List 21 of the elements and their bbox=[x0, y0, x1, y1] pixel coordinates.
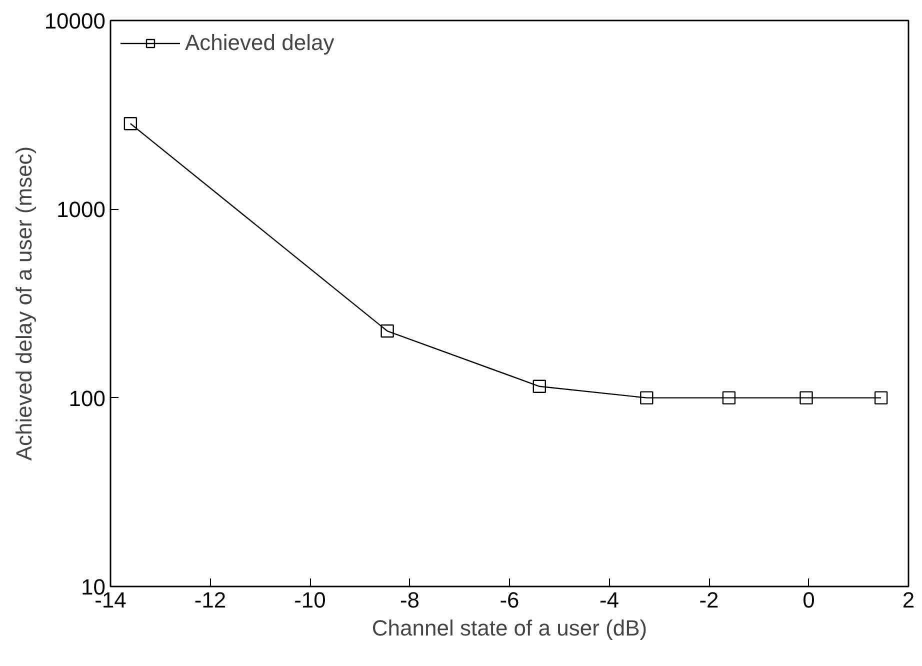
x-tick-label: 2 bbox=[902, 588, 915, 612]
x-tick-label: 0 bbox=[802, 588, 815, 612]
point bbox=[640, 391, 654, 404]
point bbox=[532, 380, 546, 393]
y-axis-title: Achieved delay of a user (msec) bbox=[11, 146, 36, 461]
x-tick-label: -10 bbox=[294, 588, 326, 612]
y-tick-label: 100 bbox=[68, 386, 106, 411]
x-axis-title: Channel state of a user (dB) bbox=[372, 616, 648, 640]
y-tick-label: 1000 bbox=[56, 197, 106, 222]
point bbox=[380, 324, 394, 338]
x-tick-label: -8 bbox=[400, 588, 420, 612]
x-tick-label: -12 bbox=[194, 588, 226, 612]
x-tick-label: -6 bbox=[500, 588, 520, 612]
point bbox=[800, 391, 813, 404]
point bbox=[124, 117, 138, 130]
point bbox=[874, 391, 888, 404]
y-tick-label: 10000 bbox=[44, 8, 106, 34]
x-tick-label: -4 bbox=[599, 588, 620, 612]
x-tick-label: -2 bbox=[699, 588, 719, 612]
legend-label: Achieved delay bbox=[185, 30, 334, 56]
point bbox=[722, 391, 736, 404]
